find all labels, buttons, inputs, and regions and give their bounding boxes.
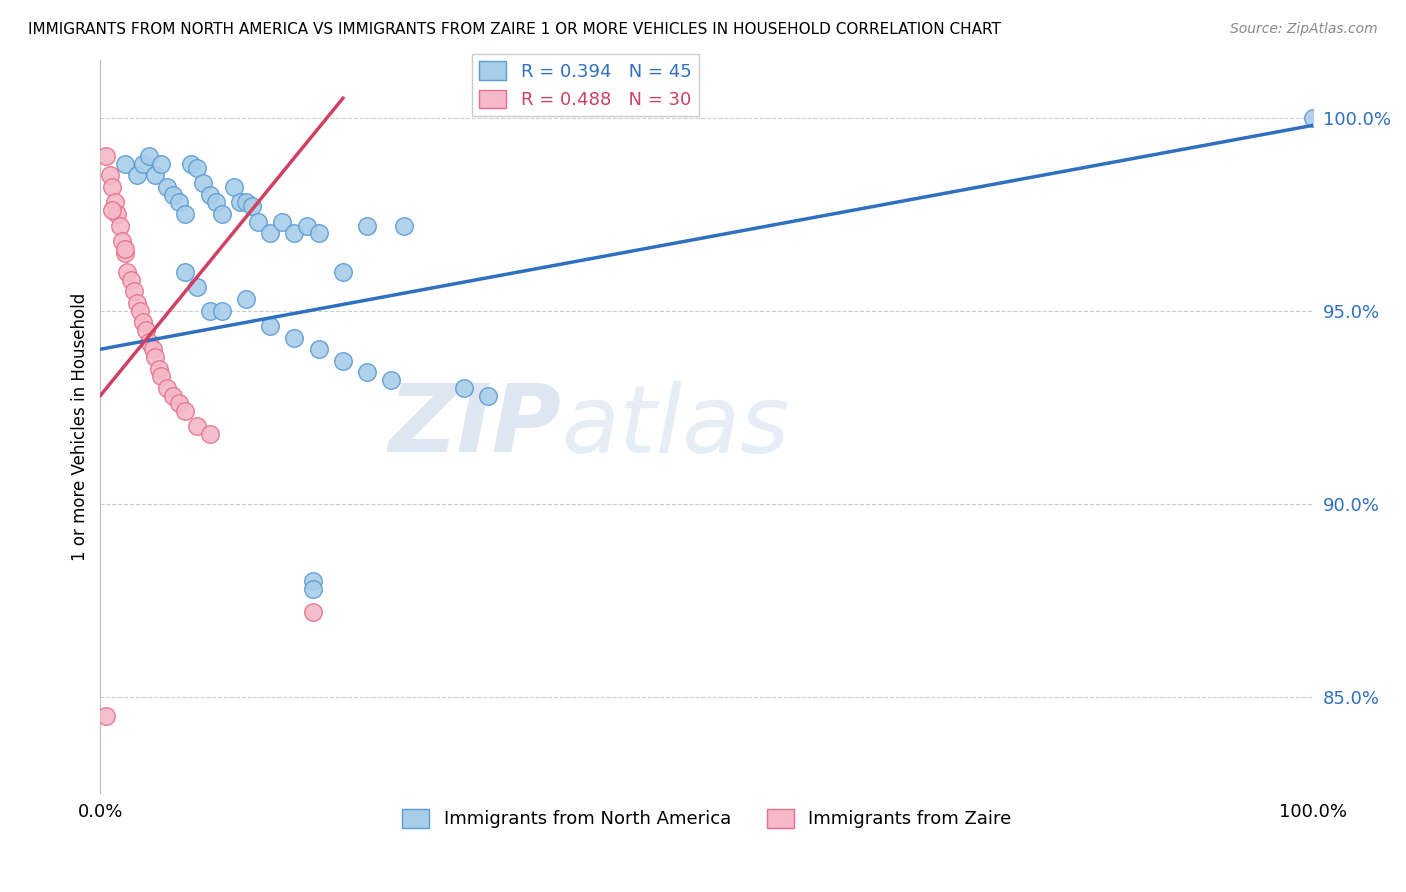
Point — [108, 219, 131, 233]
Text: atlas: atlas — [561, 381, 790, 472]
Point — [114, 245, 136, 260]
Point — [392, 219, 415, 233]
Point — [114, 157, 136, 171]
Point — [132, 157, 155, 171]
Point — [186, 419, 208, 434]
Point — [229, 195, 252, 210]
Point — [356, 365, 378, 379]
Text: IMMIGRANTS FROM NORTH AMERICA VS IMMIGRANTS FROM ZAIRE 1 OR MORE VEHICLES IN HOU: IMMIGRANTS FROM NORTH AMERICA VS IMMIGRA… — [28, 22, 1001, 37]
Point — [259, 319, 281, 334]
Point — [125, 169, 148, 183]
Text: Source: ZipAtlas.com: Source: ZipAtlas.com — [1230, 22, 1378, 37]
Point — [115, 265, 138, 279]
Point — [132, 315, 155, 329]
Point — [167, 195, 190, 210]
Point — [301, 605, 323, 619]
Point — [332, 354, 354, 368]
Point — [120, 273, 142, 287]
Point — [174, 265, 197, 279]
Point — [295, 219, 318, 233]
Point — [156, 180, 179, 194]
Point — [174, 207, 197, 221]
Point — [104, 195, 127, 210]
Point — [211, 303, 233, 318]
Point — [235, 292, 257, 306]
Point — [1302, 111, 1324, 125]
Point — [198, 187, 221, 202]
Point — [167, 396, 190, 410]
Point — [138, 334, 160, 349]
Point — [174, 404, 197, 418]
Point — [156, 381, 179, 395]
Point — [135, 323, 157, 337]
Point — [308, 227, 330, 241]
Legend: Immigrants from North America, Immigrants from Zaire: Immigrants from North America, Immigrant… — [395, 802, 1019, 836]
Point — [198, 303, 221, 318]
Point — [477, 388, 499, 402]
Point — [301, 574, 323, 588]
Point — [101, 203, 124, 218]
Point — [124, 285, 146, 299]
Point — [198, 427, 221, 442]
Point — [180, 157, 202, 171]
Point — [101, 180, 124, 194]
Point — [247, 215, 270, 229]
Point — [138, 149, 160, 163]
Point — [308, 343, 330, 357]
Point — [125, 296, 148, 310]
Point — [380, 373, 402, 387]
Point — [271, 215, 294, 229]
Point — [240, 199, 263, 213]
Point — [235, 195, 257, 210]
Point — [114, 242, 136, 256]
Point — [301, 582, 323, 596]
Text: ZIP: ZIP — [388, 381, 561, 473]
Point — [283, 331, 305, 345]
Point — [111, 234, 134, 248]
Point — [148, 361, 170, 376]
Point — [186, 161, 208, 175]
Point — [98, 169, 121, 183]
Y-axis label: 1 or more Vehicles in Household: 1 or more Vehicles in Household — [72, 293, 89, 560]
Point — [162, 388, 184, 402]
Point — [105, 207, 128, 221]
Point — [204, 195, 226, 210]
Point — [259, 227, 281, 241]
Point — [162, 187, 184, 202]
Point — [356, 219, 378, 233]
Point — [193, 176, 215, 190]
Point — [150, 369, 173, 384]
Point — [143, 350, 166, 364]
Point — [186, 280, 208, 294]
Point — [141, 343, 163, 357]
Point — [143, 169, 166, 183]
Point — [283, 227, 305, 241]
Point — [222, 180, 245, 194]
Point — [129, 303, 152, 318]
Point — [453, 381, 475, 395]
Point — [150, 157, 173, 171]
Point — [211, 207, 233, 221]
Point — [96, 709, 118, 723]
Point — [96, 149, 118, 163]
Point — [332, 265, 354, 279]
